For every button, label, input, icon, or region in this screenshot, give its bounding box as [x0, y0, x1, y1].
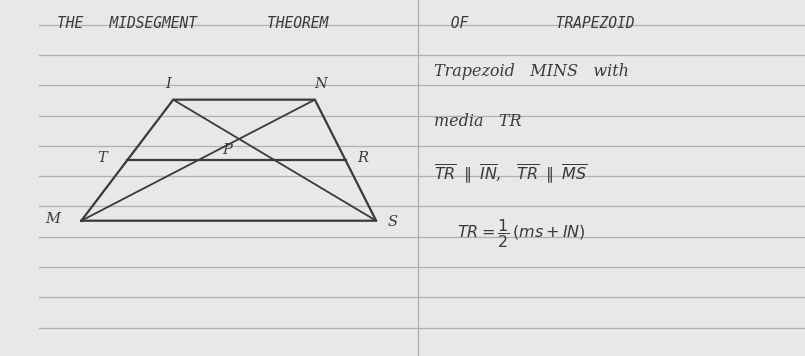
Text: R: R [357, 151, 368, 166]
Text: Trapezoid   MINS   with: Trapezoid MINS with [434, 63, 629, 80]
Text: N: N [315, 77, 328, 91]
Text: I: I [165, 77, 171, 91]
Text: S: S [388, 215, 398, 230]
Text: $TR = \dfrac{1}{2}\,(ms + IN)$: $TR = \dfrac{1}{2}\,(ms + IN)$ [456, 217, 585, 250]
Text: T: T [97, 151, 106, 166]
Text: P: P [222, 143, 232, 157]
Text: M: M [46, 212, 60, 226]
Text: media   TR: media TR [434, 112, 521, 130]
Text: THE   MIDSEGMENT        THEOREM              OF          TRAPEZOID: THE MIDSEGMENT THEOREM OF TRAPEZOID [57, 16, 634, 31]
Text: $\overline{TR}$ $\parallel$ $\overline{IN}$,   $\overline{TR}$ $\parallel$ $\ove: $\overline{TR}$ $\parallel$ $\overline{I… [434, 163, 587, 186]
